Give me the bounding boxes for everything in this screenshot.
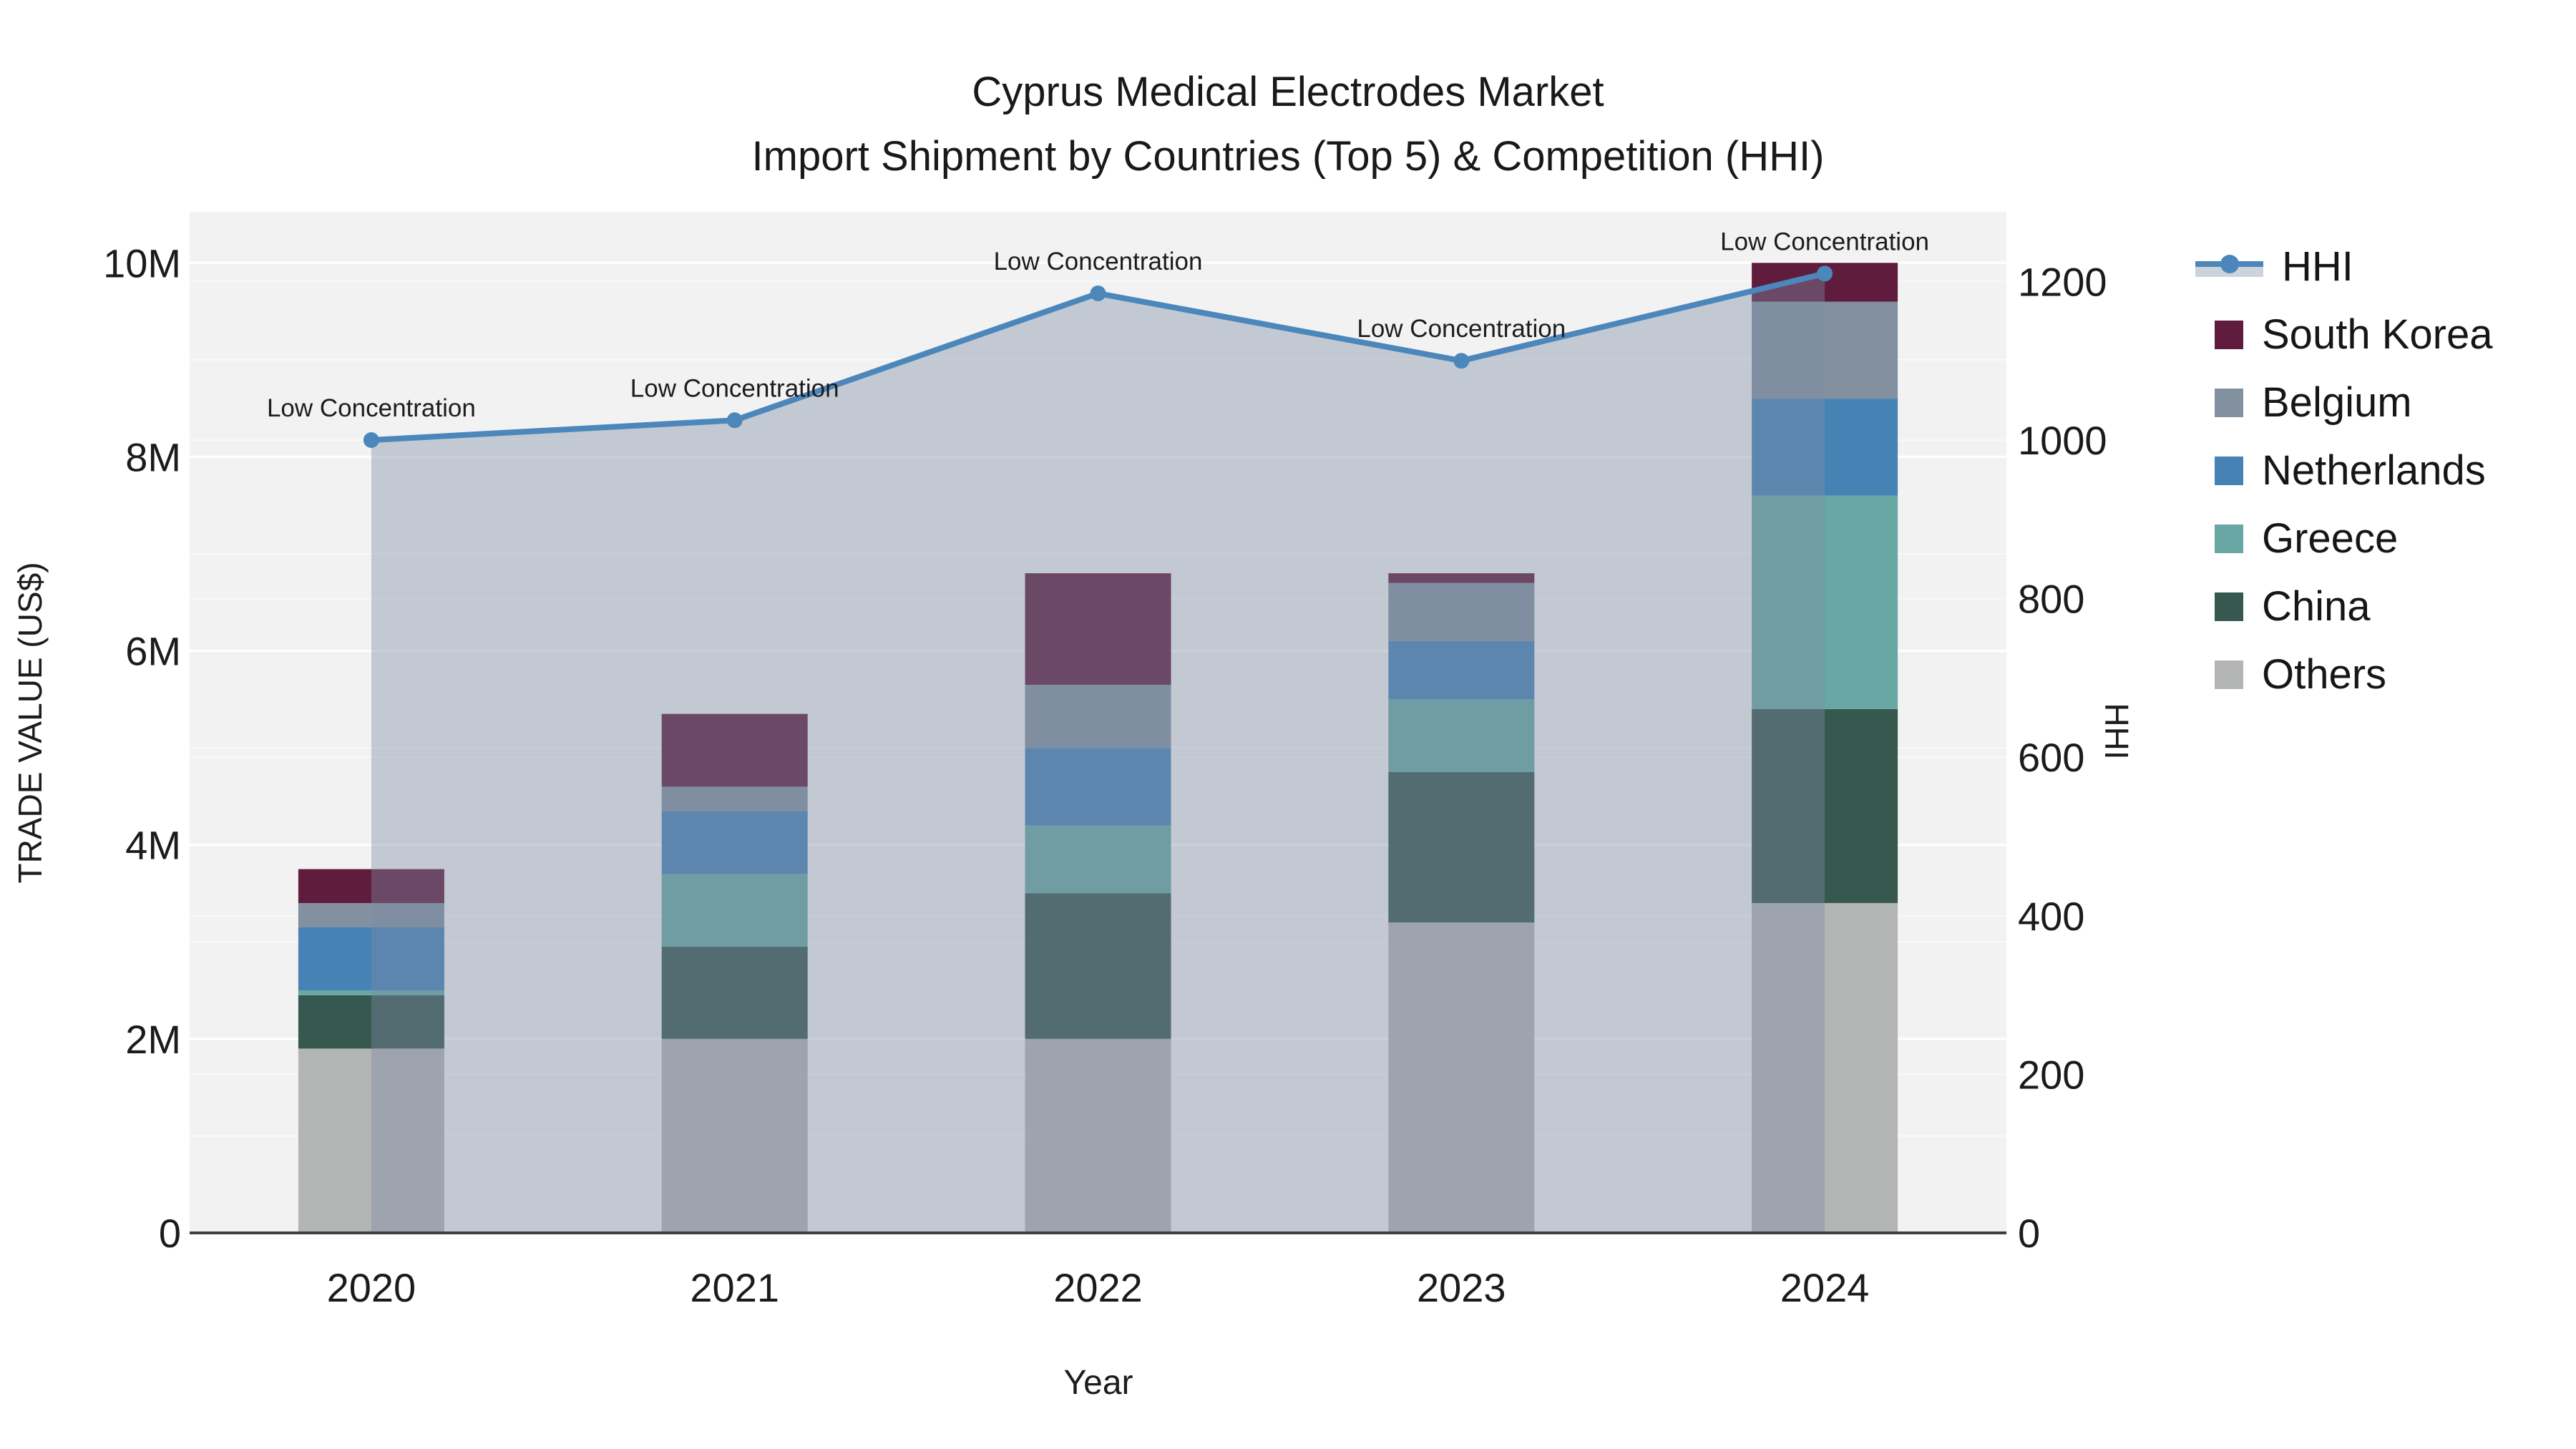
y-tick-4M: 4M (125, 823, 181, 868)
chart-title-line1: Cyprus Medical Electrodes Market (972, 69, 1604, 115)
x-tick-2022: 2022 (1053, 1265, 1143, 1310)
legend-item-south-korea[interactable]: South Korea (2195, 301, 2492, 369)
hhi-marker-2024[interactable] (1817, 265, 1833, 282)
y-tick-6M: 6M (125, 629, 181, 674)
bar-segment-china-2023[interactable] (1388, 772, 1535, 923)
legend-item-china[interactable]: China (2195, 572, 2492, 640)
legend-item-hhi[interactable]: HHI (2195, 233, 2492, 301)
legend-item-belgium[interactable]: Belgium (2195, 369, 2492, 436)
annotation-2020: Low Concentration (267, 394, 476, 422)
y2-tick-400: 400 (2018, 894, 2084, 939)
legend-swatch-icon (2215, 388, 2243, 417)
bar-segment-belgium-2020[interactable] (298, 903, 444, 927)
legend-label: HHI (2282, 243, 2353, 290)
bar-segment-others-2023[interactable] (1388, 922, 1535, 1233)
legend-swatch-icon (2215, 524, 2243, 553)
legend-swatch-icon (2215, 456, 2243, 485)
hhi-marker-2023[interactable] (1453, 353, 1470, 369)
hhi-area-fill (371, 273, 1825, 1233)
annotation-2021: Low Concentration (630, 374, 839, 402)
legend-item-netherlands[interactable]: Netherlands (2195, 436, 2492, 504)
bar-segment-belgium-2024[interactable] (1752, 301, 1898, 399)
hhi-line-swatch-icon (2195, 251, 2263, 283)
x-tick-2023: 2023 (1417, 1265, 1506, 1310)
y2-tick-1000: 1000 (2018, 418, 2107, 463)
y2-tick-1200: 1200 (2018, 259, 2107, 304)
y-axis-title: TRADE VALUE (US$) (11, 562, 49, 884)
chart-title-line2: Import Shipment by Countries (Top 5) & C… (751, 133, 1825, 180)
legend-item-others[interactable]: Others (2195, 640, 2492, 708)
annotation-2023: Low Concentration (1357, 315, 1566, 343)
bar-segment-others-2024[interactable] (1752, 903, 1898, 1233)
bar-segment-south-korea-2021[interactable] (661, 713, 808, 787)
y2-tick-600: 600 (2018, 735, 2084, 780)
bar-segment-netherlands-2024[interactable] (1752, 399, 1898, 496)
legend-label: Greece (2262, 515, 2399, 562)
legend-label: Netherlands (2262, 447, 2486, 494)
x-tick-2024: 2024 (1780, 1265, 1870, 1310)
bar-segment-greece-2023[interactable] (1388, 699, 1535, 773)
annotation-2022: Low Concentration (994, 248, 1203, 275)
y-tick-8M: 8M (125, 434, 181, 479)
hhi-marker-2020[interactable] (363, 432, 379, 448)
bar-segment-others-2020[interactable] (298, 1048, 444, 1233)
legend-label: Others (2262, 651, 2387, 698)
y2-tick-200: 200 (2018, 1052, 2084, 1097)
y2-tick-800: 800 (2018, 577, 2084, 622)
bar-segment-south-korea-2020[interactable] (298, 869, 444, 904)
legend-swatch-icon (2215, 592, 2243, 621)
x-axis-title: Year (1063, 1364, 1133, 1402)
legend-label: China (2262, 583, 2371, 630)
legend-swatch-icon (2215, 320, 2243, 349)
bar-segment-greece-2021[interactable] (661, 874, 808, 947)
bar-segment-others-2022[interactable] (1025, 1038, 1171, 1233)
bar-segment-greece-2024[interactable] (1752, 495, 1898, 709)
y-tick-2M: 2M (125, 1017, 181, 1062)
bar-segment-netherlands-2022[interactable] (1025, 748, 1171, 826)
y-tick-0: 0 (159, 1211, 181, 1256)
x-tick-2020: 2020 (327, 1265, 416, 1310)
x-tick-2021: 2021 (690, 1265, 779, 1310)
bar-segment-china-2024[interactable] (1752, 708, 1898, 904)
legend-label: South Korea (2262, 311, 2493, 358)
bar-segment-belgium-2023[interactable] (1388, 582, 1535, 642)
y-tick-10M: 10M (103, 240, 181, 286)
bar-segment-netherlands-2021[interactable] (661, 811, 808, 874)
annotation-2024: Low Concentration (1720, 228, 1929, 255)
bar-segment-netherlands-2020[interactable] (298, 927, 444, 991)
legend-item-greece[interactable]: Greece (2195, 504, 2492, 572)
y2-tick-0: 0 (2018, 1211, 2040, 1256)
bar-segment-netherlands-2023[interactable] (1388, 641, 1535, 700)
bar-segment-south-korea-2022[interactable] (1025, 573, 1171, 686)
legend-label: Belgium (2262, 379, 2412, 426)
legend: HHI South Korea Belgium Netherlands Greece Ch… (2195, 233, 2492, 708)
y2-axis-title: HHI (2098, 703, 2135, 760)
bar-segment-china-2022[interactable] (1025, 893, 1171, 1039)
hhi-marker-2021[interactable] (726, 412, 743, 429)
bar-segment-greece-2022[interactable] (1025, 825, 1171, 894)
hhi-marker-2022[interactable] (1090, 286, 1106, 302)
bar-segment-greece-2020[interactable] (298, 990, 444, 995)
bar-segment-china-2021[interactable] (661, 947, 808, 1039)
bar-segment-south-korea-2023[interactable] (1388, 573, 1535, 583)
bar-segment-china-2020[interactable] (298, 995, 444, 1049)
bar-segment-belgium-2022[interactable] (1025, 685, 1171, 748)
bar-segment-others-2021[interactable] (661, 1038, 808, 1233)
legend-swatch-icon (2215, 660, 2243, 689)
bar-segment-belgium-2021[interactable] (661, 786, 808, 811)
